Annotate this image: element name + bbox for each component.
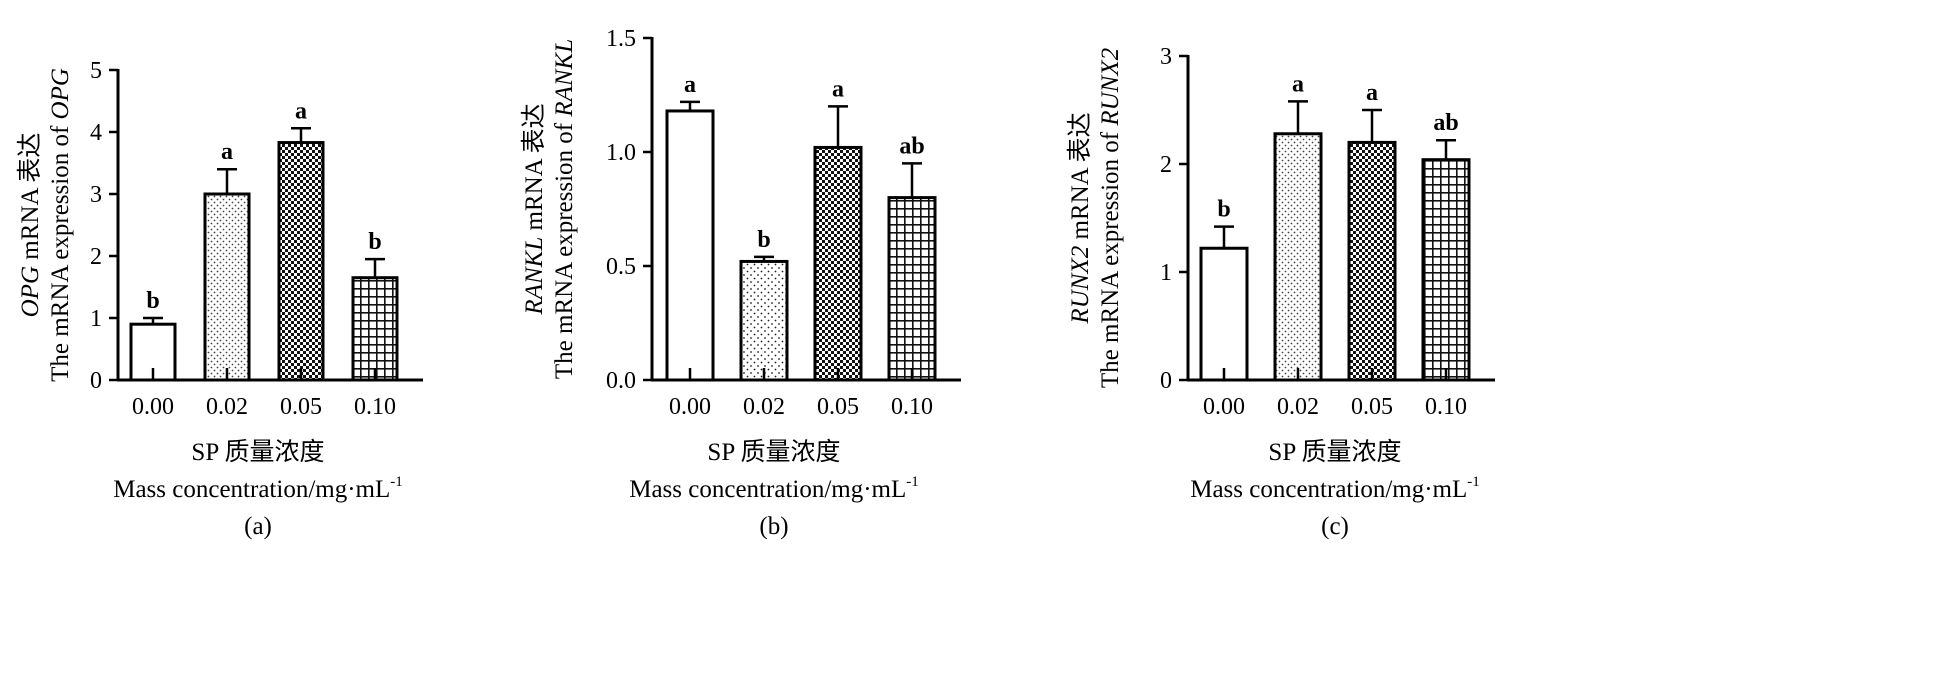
y-axis-title-line1: RUNX2 mRNA 表达 [1066,112,1094,324]
y-axis-title-text: mRNA 表达 [1066,112,1094,245]
significance-label: b [146,288,159,314]
chart-panel-a: 0 1 2 3 4 5 b 0.00 a 0.02 a 0.05 b 0.10 OPG mRNA 表达 The… [16,58,423,540]
chart-panel-c: 0 1 2 3 b 0.00 a 0.02 a 0.05 ab 0.10 RUNX2 mRNA 表达 Th… [1066,44,1495,540]
significance-label: ab [1433,110,1458,136]
bar-0.10 [1421,158,1471,382]
x-tick-label: 0.02 [1277,394,1319,420]
y-axis-title-text: mRNA 表达 [16,133,44,266]
x-axis-unit-superscript: -1 [390,474,403,490]
x-axis-title-line1: SP 质量浓度 [707,438,840,466]
bar-0.05 [277,141,325,382]
x-axis-unit-superscript: -1 [906,474,919,490]
y-axis-title-text: The mRNA expression of [551,117,578,379]
panel-label: (a) [244,513,272,540]
y-axis-gene-name: RUNX2 [1097,48,1124,127]
bar-0.10 [351,276,399,382]
significance-label: b [1217,197,1230,223]
panel-label: (c) [1321,513,1349,540]
y-tick-label: 5 [90,58,102,84]
y-tick-label: 0 [1160,368,1172,394]
significance-label: a [295,98,307,124]
bar-0.00 [1199,246,1249,382]
x-axis-unit: Mass concentration/mg·mL [629,476,906,503]
y-axis-gene-name: OPG [17,266,44,317]
y-axis-gene-name: RANKL [521,237,548,316]
y-axis-title-text: The mRNA expression of [1097,126,1124,388]
bar-0.02 [203,192,251,382]
y-axis-gene-name: RANKL [551,39,578,118]
y-tick-label: 4 [90,120,102,146]
x-tick-label: 0.10 [1425,394,1467,420]
significance-label: a [1292,71,1304,97]
x-tick-label: 0.05 [280,394,322,420]
x-axis-unit-superscript: -1 [1467,474,1480,490]
x-tick-label: 0.00 [132,394,174,420]
y-tick-label: 0.5 [606,254,636,280]
x-tick-label: 0.10 [354,394,396,420]
x-tick-label: 0.02 [206,394,248,420]
y-axis-title-line2: The mRNA expression of OPG [47,68,74,382]
y-tick-label: 3 [90,182,102,208]
bar-0.10 [887,196,937,382]
bar-0.05 [813,145,863,382]
significance-label: b [368,229,381,255]
significance-label: b [757,227,770,253]
bar-0.05 [1347,140,1397,382]
x-tick-label: 0.02 [743,394,785,420]
significance-label: a [221,139,233,165]
chart-panel-b: 0.0 0.5 1.0 1.5 a 0.00 b 0.02 a 0.05 ab 0.10 RANKL m… [520,26,961,540]
x-axis-unit: Mass concentration/mg·mL [113,476,390,503]
significance-label: a [832,76,844,102]
bar-0.02 [739,259,789,382]
x-axis-title-line2: Mass concentration/mg·mL-1 [1190,474,1480,503]
y-tick-label: 2 [90,244,102,270]
y-tick-label: 1 [90,306,102,332]
y-tick-label: 1.5 [606,26,636,52]
y-tick-label: 2 [1160,152,1172,178]
significance-label: a [684,72,696,98]
y-tick-label: 1 [1160,260,1172,286]
x-tick-label: 0.05 [1351,394,1393,420]
y-axis-gene-name: OPG [47,68,74,119]
significance-label: a [1366,80,1378,106]
y-tick-label: 0 [90,368,102,394]
y-tick-label: 1.0 [606,140,636,166]
y-tick-label: 3 [1160,44,1172,70]
x-tick-label: 0.10 [891,394,933,420]
y-axis-gene-name: RUNX2 [1067,246,1094,325]
bar-0.02 [1273,132,1323,382]
x-axis-unit: Mass concentration/mg·mL [1190,476,1467,503]
x-axis-title-line2: Mass concentration/mg·mL-1 [629,474,919,503]
x-tick-label: 0.00 [669,394,711,420]
x-tick-label: 0.00 [1203,394,1245,420]
y-axis-title-line1: RANKL mRNA 表达 [520,103,548,315]
x-axis-title-line1: SP 质量浓度 [1268,438,1401,466]
bar-0.00 [665,109,715,382]
y-axis-title-text: The mRNA expression of [47,119,74,381]
significance-label: ab [899,133,924,159]
x-tick-label: 0.05 [817,394,859,420]
y-axis-title-text: mRNA 表达 [520,103,548,236]
panel-label: (b) [759,513,788,540]
y-axis-title-line2: The mRNA expression of RUNX2 [1097,48,1124,388]
x-axis-title-line1: SP 质量浓度 [191,438,324,466]
x-axis-title-line2: Mass concentration/mg·mL-1 [113,474,403,503]
y-axis-title-line1: OPG mRNA 表达 [16,133,44,318]
y-axis-title-line2: The mRNA expression of RANKL [551,39,578,379]
y-tick-label: 0.0 [606,368,636,394]
